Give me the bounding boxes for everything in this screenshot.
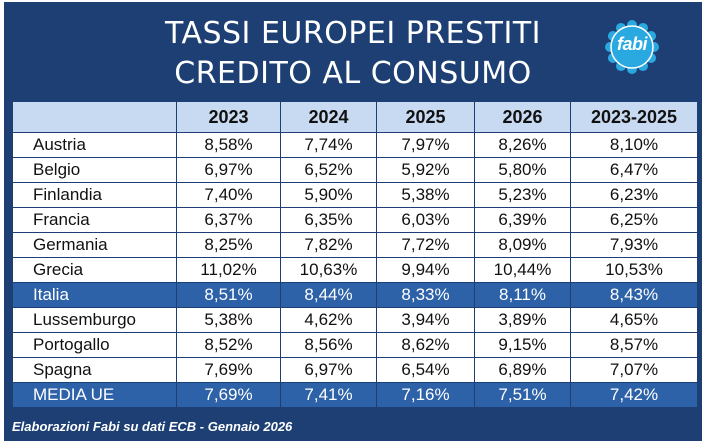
rate-cell: 6,54% xyxy=(376,357,475,383)
rate-cell: 7,97% xyxy=(376,132,475,158)
table-row: Italia 8,51% 8,44% 8,33% 8,11% 8,43% xyxy=(12,282,698,308)
rate-cell: 8,25% xyxy=(176,232,281,258)
country-cell: Finlandia xyxy=(12,182,177,208)
rate-cell: 6,47% xyxy=(570,157,698,183)
table-row: Spagna 7,69% 6,97% 6,54% 6,89% 7,07% xyxy=(12,357,698,383)
rate-cell: 6,97% xyxy=(280,357,377,383)
country-cell: Francia xyxy=(12,207,177,233)
rate-cell: 8,58% xyxy=(176,132,281,158)
header: TASSI EUROPEI PRESTITI CREDITO AL CONSUM… xyxy=(4,2,702,99)
fabi-logo: fabi xyxy=(604,19,660,75)
rate-cell: 8,62% xyxy=(376,332,475,358)
rate-cell: 4,62% xyxy=(280,307,377,333)
rate-cell: 7,51% xyxy=(474,382,571,408)
rate-cell: 7,07% xyxy=(570,357,698,383)
rate-cell: 8,44% xyxy=(280,282,377,308)
table-row: Austria 8,58% 7,74% 7,97% 8,26% 8,10% xyxy=(12,132,698,158)
rate-cell: 9,94% xyxy=(376,257,475,283)
infographic-card: TASSI EUROPEI PRESTITI CREDITO AL CONSUM… xyxy=(4,2,702,441)
rates-table: 2023 2024 2025 2026 2023-2025 Austria 8,5… xyxy=(12,101,698,408)
rate-cell: 8,57% xyxy=(570,332,698,358)
rate-cell: 3,89% xyxy=(474,307,571,333)
rate-cell: 5,80% xyxy=(474,157,571,183)
table-row: Francia 6,37% 6,35% 6,03% 6,39% 6,25% xyxy=(12,207,698,233)
rate-cell: 7,41% xyxy=(280,382,377,408)
country-cell: Portogallo xyxy=(12,332,177,358)
rate-cell: 7,69% xyxy=(176,357,281,383)
rate-cell: 8,09% xyxy=(474,232,571,258)
rate-cell: 7,93% xyxy=(570,232,698,258)
rate-cell: 5,92% xyxy=(376,157,475,183)
header-cell-2023-2025: 2023-2025 xyxy=(570,101,698,133)
rate-cell: 7,42% xyxy=(570,382,698,408)
table-header-row: 2023 2024 2025 2026 2023-2025 xyxy=(12,101,698,133)
table-row: Grecia 11,02% 10,63% 9,94% 10,44% 10,53% xyxy=(12,257,698,283)
country-cell: Lussemburgo xyxy=(12,307,177,333)
title-line-1: TASSI EUROPEI PRESTITI xyxy=(164,16,542,51)
rate-cell: 6,52% xyxy=(280,157,377,183)
rate-cell: 6,03% xyxy=(376,207,475,233)
table-row: Finlandia 7,40% 5,90% 5,38% 5,23% 6,23% xyxy=(12,182,698,208)
rate-cell: 10,44% xyxy=(474,257,571,283)
rate-cell: 5,38% xyxy=(176,307,281,333)
logo-flower-icon xyxy=(605,20,659,74)
table-row: Germania 8,25% 7,82% 7,72% 8,09% 7,93% xyxy=(12,232,698,258)
rate-cell: 6,89% xyxy=(474,357,571,383)
header-cell-2024: 2024 xyxy=(280,101,377,133)
rate-cell: 6,97% xyxy=(176,157,281,183)
table-row: Lussemburgo 5,38% 4,62% 3,94% 3,89% 4,65% xyxy=(12,307,698,333)
table-row: MEDIA UE 7,69% 7,41% 7,16% 7,51% 7,42% xyxy=(12,382,698,408)
rate-cell: 5,90% xyxy=(280,182,377,208)
source-footer: Elaborazioni Fabi su dati ECB - Gennaio … xyxy=(12,419,293,434)
title-line-2: CREDITO AL CONSUMO xyxy=(174,56,532,91)
rate-cell: 7,72% xyxy=(376,232,475,258)
rate-cell: 7,69% xyxy=(176,382,281,408)
rate-cell: 6,37% xyxy=(176,207,281,233)
rate-cell: 6,39% xyxy=(474,207,571,233)
rate-cell: 5,38% xyxy=(376,182,475,208)
country-cell: Spagna xyxy=(12,357,177,383)
table-row: Portogallo 8,52% 8,56% 8,62% 9,15% 8,57% xyxy=(12,332,698,358)
rate-cell: 8,11% xyxy=(474,282,571,308)
rate-cell: 8,56% xyxy=(280,332,377,358)
rate-cell: 11,02% xyxy=(176,257,281,283)
country-cell: Grecia xyxy=(12,257,177,283)
rate-cell: 4,65% xyxy=(570,307,698,333)
country-cell: Belgio xyxy=(12,157,177,183)
country-cell: MEDIA UE xyxy=(12,382,177,408)
table-row: Belgio 6,97% 6,52% 5,92% 5,80% 6,47% xyxy=(12,157,698,183)
header-cell-2023: 2023 xyxy=(176,101,281,133)
rate-cell: 8,10% xyxy=(570,132,698,158)
header-cell-country xyxy=(12,101,177,133)
rate-cell: 10,63% xyxy=(280,257,377,283)
rate-cell: 6,25% xyxy=(570,207,698,233)
rate-cell: 8,43% xyxy=(570,282,698,308)
country-cell: Germania xyxy=(12,232,177,258)
rate-cell: 8,33% xyxy=(376,282,475,308)
rate-cell: 8,26% xyxy=(474,132,571,158)
rate-cell: 7,16% xyxy=(376,382,475,408)
rate-cell: 7,82% xyxy=(280,232,377,258)
header-cell-2025: 2025 xyxy=(376,101,475,133)
country-cell: Italia xyxy=(12,282,177,308)
rate-cell: 9,15% xyxy=(474,332,571,358)
logo-text: fabi xyxy=(616,34,648,54)
rate-cell: 7,40% xyxy=(176,182,281,208)
header-cell-2026: 2026 xyxy=(474,101,571,133)
rate-cell: 6,35% xyxy=(280,207,377,233)
rate-cell: 5,23% xyxy=(474,182,571,208)
rate-cell: 8,52% xyxy=(176,332,281,358)
rate-cell: 8,51% xyxy=(176,282,281,308)
rate-cell: 7,74% xyxy=(280,132,377,158)
rate-cell: 3,94% xyxy=(376,307,475,333)
rate-cell: 10,53% xyxy=(570,257,698,283)
country-cell: Austria xyxy=(12,132,177,158)
rate-cell: 6,23% xyxy=(570,182,698,208)
